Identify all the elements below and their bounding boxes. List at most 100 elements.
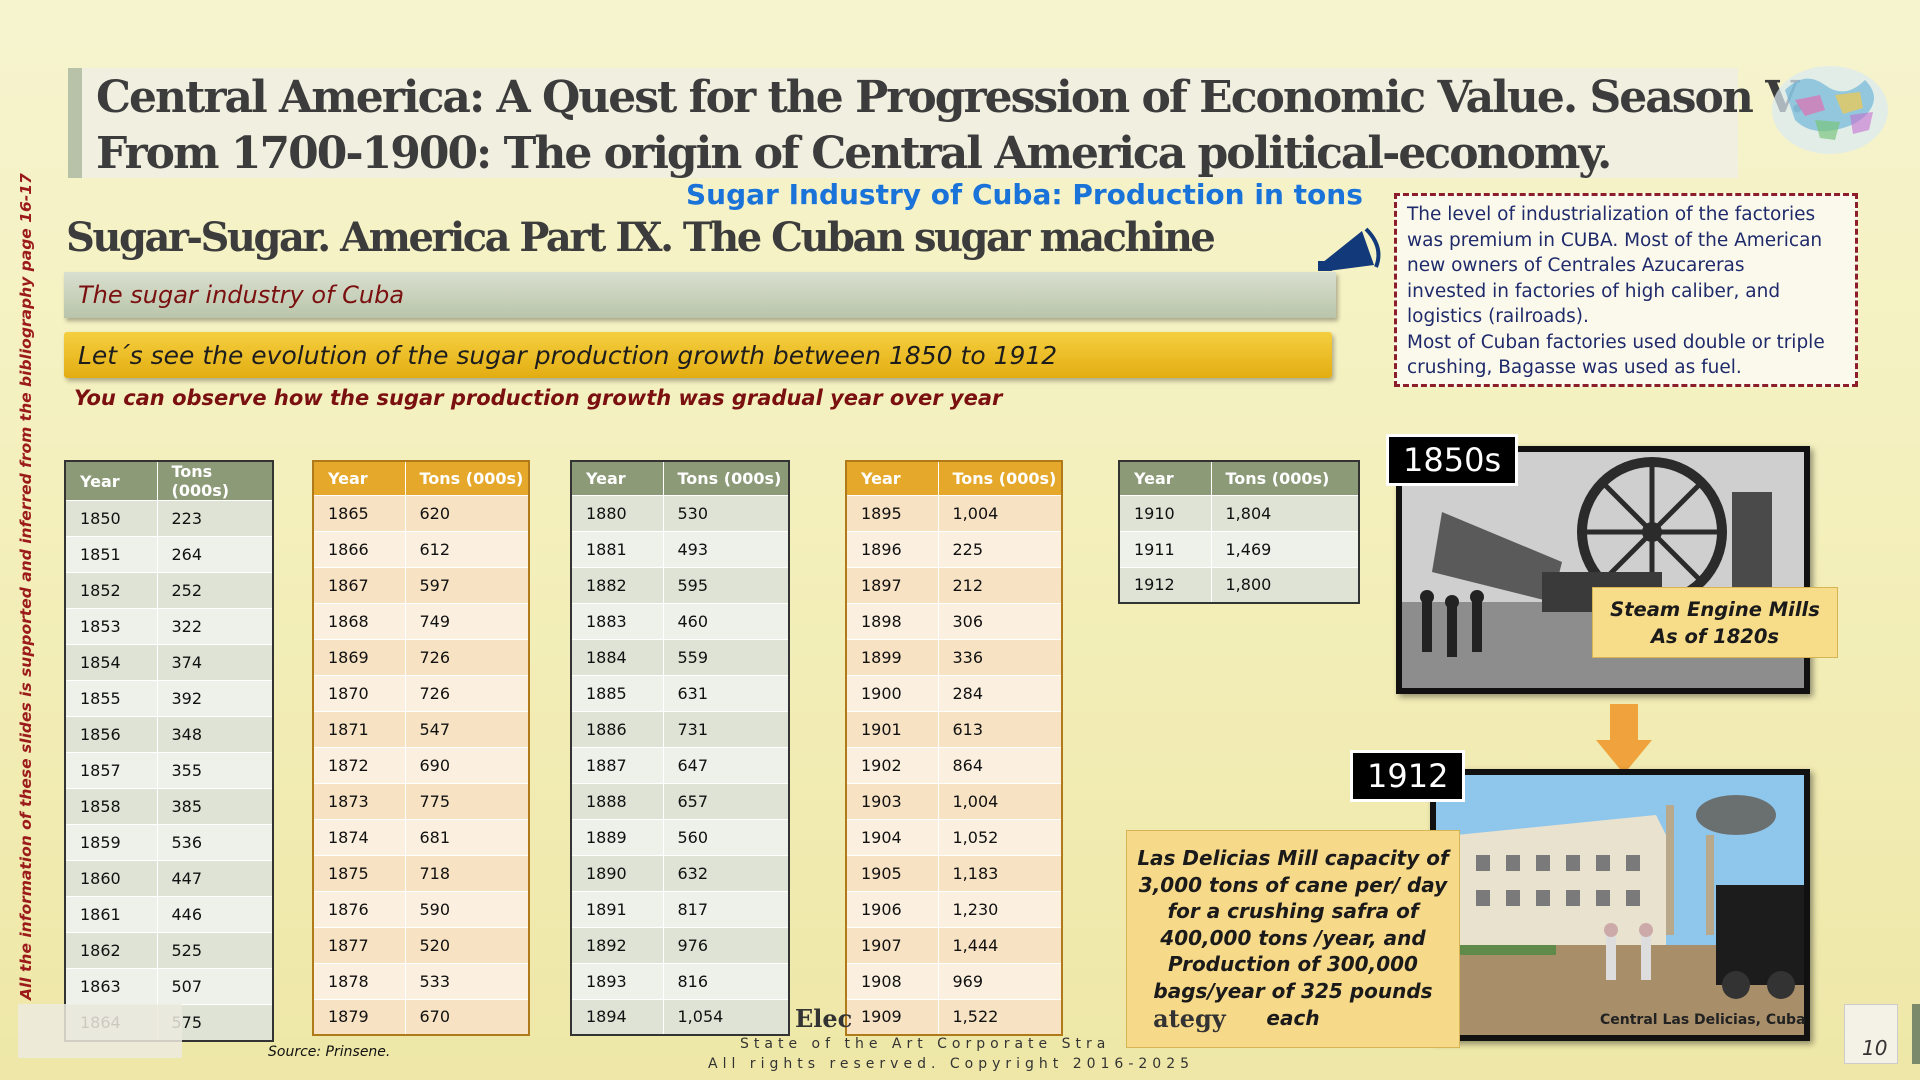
tons-cell: 670 (405, 998, 529, 1035)
footer-tagline: State of the Art Corporate Stra (740, 1036, 1111, 1052)
tons-cell: 816 (663, 962, 789, 999)
tons-cell: 613 (938, 710, 1062, 747)
year-cell: 1885 (571, 674, 664, 711)
year-cell: 1862 (65, 932, 158, 969)
year-cell: 1906 (846, 890, 939, 927)
year-cell: 1867 (313, 566, 406, 603)
tons-cell: 264 (157, 536, 273, 573)
tons-cell: 632 (663, 854, 789, 891)
table-row: 1895 1,004 (846, 494, 1062, 531)
table-row: 1860 447 (65, 860, 273, 897)
table-row: 1884 559 (571, 638, 789, 675)
column-header-tons: Tons (000s) (938, 461, 1062, 495)
year-cell: 1901 (846, 710, 939, 747)
year-cell: 1884 (571, 638, 664, 675)
table-row: 1882 595 (571, 566, 789, 603)
year-cell: 1896 (846, 530, 939, 567)
tons-cell: 520 (405, 926, 529, 963)
table-row: 1851 264 (65, 536, 273, 573)
year-cell: 1865 (313, 494, 406, 531)
tons-cell: 447 (157, 860, 273, 897)
year-cell: 1880 (571, 494, 664, 531)
tons-cell: 493 (663, 530, 789, 567)
table-row: 1909 1,522 (846, 998, 1062, 1035)
industrialization-callout: The level of industrialization of the fa… (1394, 193, 1858, 387)
year-cell: 1872 (313, 746, 406, 783)
tons-cell: 446 (157, 896, 273, 933)
tons-cell: 969 (938, 962, 1062, 999)
tons-cell: 560 (663, 818, 789, 855)
table-row: 1896 225 (846, 530, 1062, 567)
year-cell: 1861 (65, 896, 158, 933)
year-cell: 1891 (571, 890, 664, 927)
production-table-5: Year Tons (000s) 1910 1,804 1911 1,469 1912 1… (1118, 460, 1360, 604)
table-row: 1905 1,183 (846, 854, 1062, 891)
tons-cell: 1,522 (938, 998, 1062, 1035)
table-row: 1893 816 (571, 962, 789, 999)
column-header-year: Year (1119, 461, 1212, 495)
delicias-caption-line: 3,000 tons of cane per/ day (1138, 872, 1448, 897)
year-cell: 1874 (313, 818, 406, 855)
table-row: 1857 355 (65, 752, 273, 789)
table-row: 1881 493 (571, 530, 789, 567)
table-row: 1911 1,469 (1119, 530, 1359, 567)
megaphone-icon (1318, 227, 1381, 271)
section-band-industry: The sugar industry of Cuba (64, 272, 1336, 318)
table-row: 1862 525 (65, 932, 273, 969)
tons-cell: 1,230 (938, 890, 1062, 927)
year-cell: 1873 (313, 782, 406, 819)
table-row: 1850 223 (65, 500, 273, 537)
year-cell: 1888 (571, 782, 664, 819)
year-cell: 1866 (313, 530, 406, 567)
table-row: 1902 864 (846, 746, 1062, 783)
year-cell: 1852 (65, 572, 158, 609)
table-row: 1867 597 (313, 566, 529, 603)
column-header-year: Year (313, 461, 406, 495)
down-arrow-icon (1596, 704, 1652, 774)
las-delicias-photo (1430, 769, 1810, 1041)
tons-cell: 612 (405, 530, 529, 567)
year-cell: 1907 (846, 926, 939, 963)
title-line-2: From 1700-1900: The origin of Central Am… (96, 128, 1612, 179)
year-cell: 1895 (846, 494, 939, 531)
callout-line: crushing, Bagasse was used as fuel. (1407, 357, 1742, 378)
year-cell: 1911 (1119, 530, 1212, 567)
table-row: 1869 726 (313, 638, 529, 675)
tons-cell: 533 (405, 962, 529, 999)
table-row: 1866 612 (313, 530, 529, 567)
column-header-year: Year (65, 461, 158, 501)
section-band-evolution: Let´s see the evolution of the sugar pro… (64, 332, 1332, 378)
era-tag-1850s: 1850s (1386, 434, 1519, 486)
year-cell: 1875 (313, 854, 406, 891)
production-table-4: Year Tons (000s) 1895 1,004 1896 225 1897 212… (845, 460, 1063, 1036)
tons-cell: 536 (157, 824, 273, 861)
tons-cell: 348 (157, 716, 273, 753)
tons-cell: 647 (663, 746, 789, 783)
table-row: 1877 520 (313, 926, 529, 963)
table-row: 1900 284 (846, 674, 1062, 711)
table-row: 1853 322 (65, 608, 273, 645)
footer-brand: Elec ategy (795, 1004, 1226, 1033)
delicias-caption-line: Production of 300,000 (1168, 952, 1418, 977)
year-cell: 1898 (846, 602, 939, 639)
table-row: 1872 690 (313, 746, 529, 783)
year-cell: 1851 (65, 536, 158, 573)
year-cell: 1868 (313, 602, 406, 639)
year-cell: 1870 (313, 674, 406, 711)
tons-cell: 775 (405, 782, 529, 819)
side-note: All the information of these slides is s… (17, 173, 35, 1000)
production-table-2: Year Tons (000s) 1865 620 1866 612 1867 597 18… (312, 460, 530, 1036)
tons-cell: 252 (157, 572, 273, 609)
year-cell: 1889 (571, 818, 664, 855)
year-cell: 1879 (313, 998, 406, 1035)
tons-cell: 657 (663, 782, 789, 819)
table-row: 1903 1,004 (846, 782, 1062, 819)
table-row: 1904 1,052 (846, 818, 1062, 855)
right-edge-accent (1912, 1004, 1920, 1064)
year-cell: 1853 (65, 608, 158, 645)
year-cell: 1856 (65, 716, 158, 753)
year-cell: 1876 (313, 890, 406, 927)
table-row: 1887 647 (571, 746, 789, 783)
year-cell: 1903 (846, 782, 939, 819)
table-row: 1897 212 (846, 566, 1062, 603)
